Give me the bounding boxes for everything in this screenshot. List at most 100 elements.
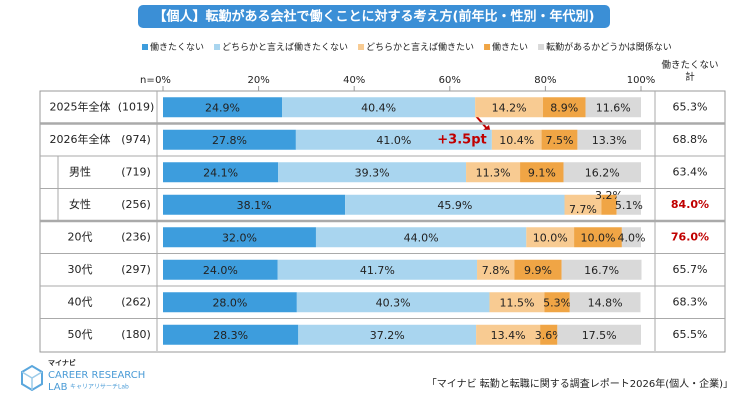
bar-segment [315, 227, 527, 248]
total-label: 63.4% [673, 165, 708, 178]
bar-segment [616, 194, 641, 215]
legend-label: 働きたい [492, 41, 528, 53]
bar-segment [564, 194, 602, 215]
bar-segment [543, 97, 586, 118]
bar-segment [163, 129, 296, 150]
data-label: 16.7% [584, 264, 619, 277]
logo-icon [21, 364, 43, 392]
bar-segment [466, 162, 521, 183]
n-label: (297) [121, 263, 151, 276]
data-label: 14.8% [588, 296, 623, 309]
bar-segment [489, 292, 545, 313]
bar-segment [277, 259, 478, 280]
bar-segment [574, 227, 622, 248]
data-label: 44.0% [404, 231, 439, 244]
legend-label: どちらかと言えば働きたい [366, 41, 474, 53]
data-label: 9.9% [524, 264, 552, 277]
data-label: 32.0% [222, 231, 257, 244]
bar-segment [163, 259, 278, 280]
data-label: 24.1% [203, 166, 238, 179]
data-label: 7.8% [482, 264, 510, 277]
data-label: 14.2% [492, 101, 527, 114]
legend-swatch [538, 44, 545, 50]
bar-segment [476, 324, 541, 345]
source: 「マイナビ 転勤と転職に関する調査レポート2026年(個人・企業)」 [427, 377, 733, 390]
bar-segment [585, 97, 641, 118]
total-label: 76.0% [671, 230, 709, 243]
logo-brand: マイナビ [48, 358, 76, 367]
row-label: 女性 [69, 197, 91, 211]
row-label: 男性 [69, 164, 91, 178]
data-label: 10.4% [499, 134, 534, 147]
x-tick-label: 0% [155, 75, 171, 86]
total-label: 68.8% [673, 133, 708, 146]
data-label: 7.7% [569, 203, 597, 216]
data-label: 11.3% [476, 166, 511, 179]
bar-segment [526, 227, 575, 248]
bar-segment [514, 259, 562, 280]
annotation: +3.5pt [437, 132, 486, 147]
n-label: (180) [121, 328, 151, 341]
logo-line1: CAREER RESEARCH [48, 370, 145, 381]
total-label: 68.3% [673, 295, 708, 308]
data-label: 7.5% [546, 134, 574, 147]
bar-segment [541, 129, 578, 150]
x-tick-label: 40% [343, 75, 365, 86]
bar-segment [163, 227, 316, 248]
bar-segment [163, 292, 297, 313]
legend-label: どちらかと言えば働きたくない [222, 41, 348, 53]
legend-swatch [214, 44, 221, 50]
data-label: 3.6% [535, 329, 563, 342]
bar-segment [557, 324, 641, 345]
legend-swatch [358, 44, 365, 50]
logo-line2: LAB [48, 382, 68, 393]
x-tick-label: 60% [439, 75, 461, 86]
bar-segment [345, 194, 565, 215]
n-label: (1019) [118, 100, 155, 113]
bar-segment [569, 292, 641, 313]
data-label: 28.0% [212, 296, 247, 309]
bar-segment [621, 227, 641, 248]
data-label: 41.0% [376, 134, 411, 147]
data-label: 41.7% [360, 264, 395, 277]
data-label: 13.3% [592, 134, 627, 147]
data-label: 37.2% [370, 329, 405, 342]
bar-segment [577, 129, 641, 150]
row-label: 30代 [68, 263, 93, 276]
row-label: 2026年全体 [50, 132, 111, 146]
data-label: 27.8% [212, 134, 247, 147]
n-label: (974) [121, 133, 151, 146]
bar-segment [295, 129, 492, 150]
data-label: 5.1% [615, 199, 643, 212]
data-label: 24.9% [205, 101, 240, 114]
bar-segment [163, 162, 279, 183]
totals-header: 働きたくない計 [661, 60, 719, 83]
bar-segment [491, 129, 542, 150]
x-tick-label: 100% [627, 75, 656, 86]
data-label: 17.5% [582, 329, 617, 342]
data-label: 40.3% [376, 296, 411, 309]
n-label: (719) [121, 165, 151, 178]
n-header: n= [140, 75, 155, 86]
bar-segment [298, 324, 477, 345]
data-label: 24.0% [203, 264, 238, 277]
total-label: 84.0% [671, 198, 709, 211]
total-label: 65.7% [673, 263, 708, 276]
data-label: 28.3% [213, 329, 248, 342]
data-label: 38.1% [237, 199, 272, 212]
data-label: 39.3% [355, 166, 390, 179]
bar-segment [561, 259, 642, 280]
data-label: 16.2% [585, 166, 620, 179]
n-label: (236) [121, 230, 151, 243]
legend-swatch [484, 44, 491, 50]
legend-label: 働きたくない [150, 41, 204, 53]
data-label: 11.6% [596, 101, 631, 114]
data-label: 3.2% [595, 189, 623, 202]
x-tick-label: 20% [247, 75, 269, 86]
data-label: 9.1% [528, 166, 556, 179]
total-label: 65.5% [673, 328, 708, 341]
title-banner [138, 5, 610, 28]
logo-sub: キャリアリサーチLab [70, 384, 129, 391]
